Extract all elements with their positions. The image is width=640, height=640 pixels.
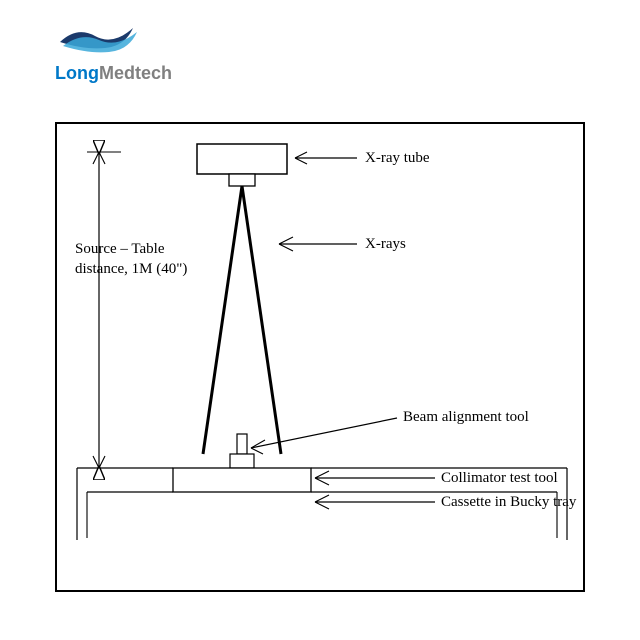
beam-left (203, 186, 242, 454)
collimator-aperture (229, 174, 255, 186)
brand-prefix: Long (55, 63, 99, 83)
beam-tool-base (230, 454, 254, 468)
brand-text: LongMedtech (55, 63, 172, 84)
collimator-test-tool (173, 468, 311, 492)
brand-wave-icon (55, 18, 145, 56)
beam-tool-stem (237, 434, 247, 454)
beam-right (242, 186, 281, 454)
diagram-frame: X-ray tube X-rays Source – Table distanc… (55, 122, 585, 592)
label-source-table-distance: Source – Table distance, 1M (40") (75, 240, 195, 279)
label-xrays: X-rays (365, 235, 406, 255)
xray-tube-box (197, 144, 287, 174)
label-xray-tube: X-ray tube (365, 149, 430, 169)
brand-suffix: Medtech (99, 63, 172, 83)
brand-logo-area: LongMedtech (55, 18, 172, 84)
xray-setup-diagram (57, 124, 587, 594)
label-cassette-bucky: Cassette in Bucky tray (441, 493, 576, 513)
label-beam-alignment-tool: Beam alignment tool (403, 408, 529, 428)
label-collimator-test-tool: Collimator test tool (441, 469, 558, 489)
